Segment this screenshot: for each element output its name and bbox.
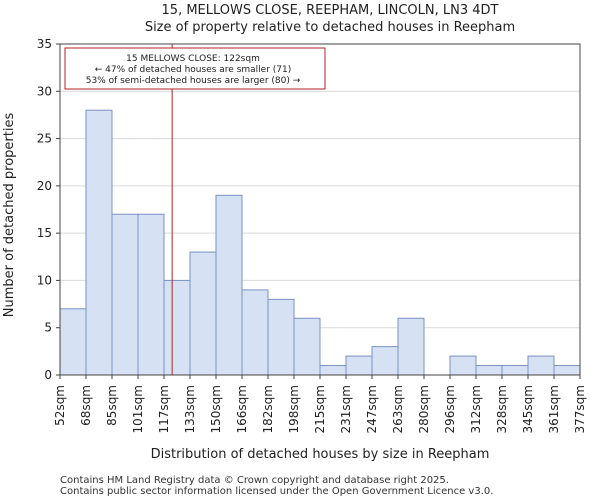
- y-tick-label: 25: [37, 132, 52, 146]
- y-tick-label: 20: [37, 179, 52, 193]
- x-tick-label: 312sqm: [469, 385, 483, 433]
- bar-68sqm: [85, 109, 113, 376]
- y-tick-label: 35: [37, 37, 52, 51]
- x-tick-label: 377sqm: [573, 385, 587, 433]
- x-tick-label: 247sqm: [365, 385, 379, 433]
- bar-263sqm: [397, 317, 425, 376]
- x-tick-label: 263sqm: [391, 385, 405, 433]
- bar-361sqm: [553, 365, 581, 376]
- footer-line-1: Contains HM Land Registry data © Crown c…: [60, 475, 449, 486]
- bar-296sqm: [449, 355, 477, 376]
- x-tick-label: 117sqm: [157, 385, 171, 433]
- x-tick-label: 345sqm: [521, 385, 535, 433]
- x-tick-label: 85sqm: [105, 385, 119, 426]
- y-tick-label: 5: [44, 321, 52, 335]
- x-tick-label: 150sqm: [209, 385, 223, 433]
- bar-101sqm: [137, 213, 165, 376]
- x-tick-label: 296sqm: [443, 385, 457, 433]
- x-tick-label: 182sqm: [261, 385, 275, 433]
- y-tick-label: 15: [37, 226, 52, 240]
- bar-247sqm: [371, 346, 399, 376]
- bar-215sqm: [319, 365, 347, 376]
- annotation-box: 15 MELLOWS CLOSE: 122sqm ← 47% of detach…: [64, 47, 326, 90]
- bar-182sqm: [267, 298, 295, 376]
- y-axis-ticks: 0 5 10 15 20 25 30 35: [37, 37, 60, 382]
- x-tick-label: 280sqm: [417, 385, 431, 433]
- x-tick-label: 231sqm: [339, 385, 353, 433]
- x-tick-label: 133sqm: [183, 385, 197, 433]
- bar-166sqm: [241, 289, 269, 376]
- chart-subtitle: Size of property relative to detached ho…: [145, 20, 515, 35]
- x-tick-label: 68sqm: [79, 385, 93, 426]
- bars: [59, 109, 581, 376]
- annotation-line-2: ← 47% of detached houses are smaller (71…: [95, 65, 292, 75]
- annotation-line-3: 53% of semi-detached houses are larger (…: [86, 76, 301, 86]
- bar-117sqm: [163, 279, 191, 376]
- bar-133sqm: [189, 251, 217, 376]
- annotation-frame: [64, 47, 326, 90]
- chart-title: 15, MELLOWS CLOSE, REEPHAM, LINCOLN, LN3…: [162, 3, 499, 18]
- bar-231sqm: [345, 355, 373, 376]
- bar-312sqm: [475, 365, 503, 376]
- x-tick-label: 52sqm: [53, 385, 67, 426]
- y-axis-label: Number of detached properties: [2, 113, 17, 318]
- x-tick-label: 361sqm: [547, 385, 561, 433]
- footer-line-2: Contains public sector information licen…: [60, 486, 493, 497]
- bar-85sqm: [111, 213, 139, 376]
- x-tick-label: 101sqm: [131, 385, 145, 433]
- bar-328sqm: [501, 365, 529, 376]
- x-tick-label: 198sqm: [287, 385, 301, 433]
- bar-345sqm: [527, 355, 555, 376]
- y-tick-label: 30: [37, 84, 52, 98]
- bar-198sqm: [293, 317, 321, 376]
- x-axis-label: Distribution of detached houses by size …: [151, 447, 490, 462]
- y-tick-label: 10: [37, 273, 52, 287]
- x-tick-label: 328sqm: [495, 385, 509, 433]
- x-tick-label: 166sqm: [235, 385, 249, 433]
- y-tick-label: 0: [44, 368, 52, 382]
- annotation-line-1: 15 MELLOWS CLOSE: 122sqm: [126, 54, 260, 64]
- bar-52sqm: [59, 308, 87, 376]
- x-axis-ticks: 52sqm 68sqm 85sqm 101sqm 117sqm 133sqm 150sqm 1…: [53, 375, 587, 433]
- x-tick-label: 215sqm: [313, 385, 327, 433]
- bar-150sqm: [215, 194, 243, 376]
